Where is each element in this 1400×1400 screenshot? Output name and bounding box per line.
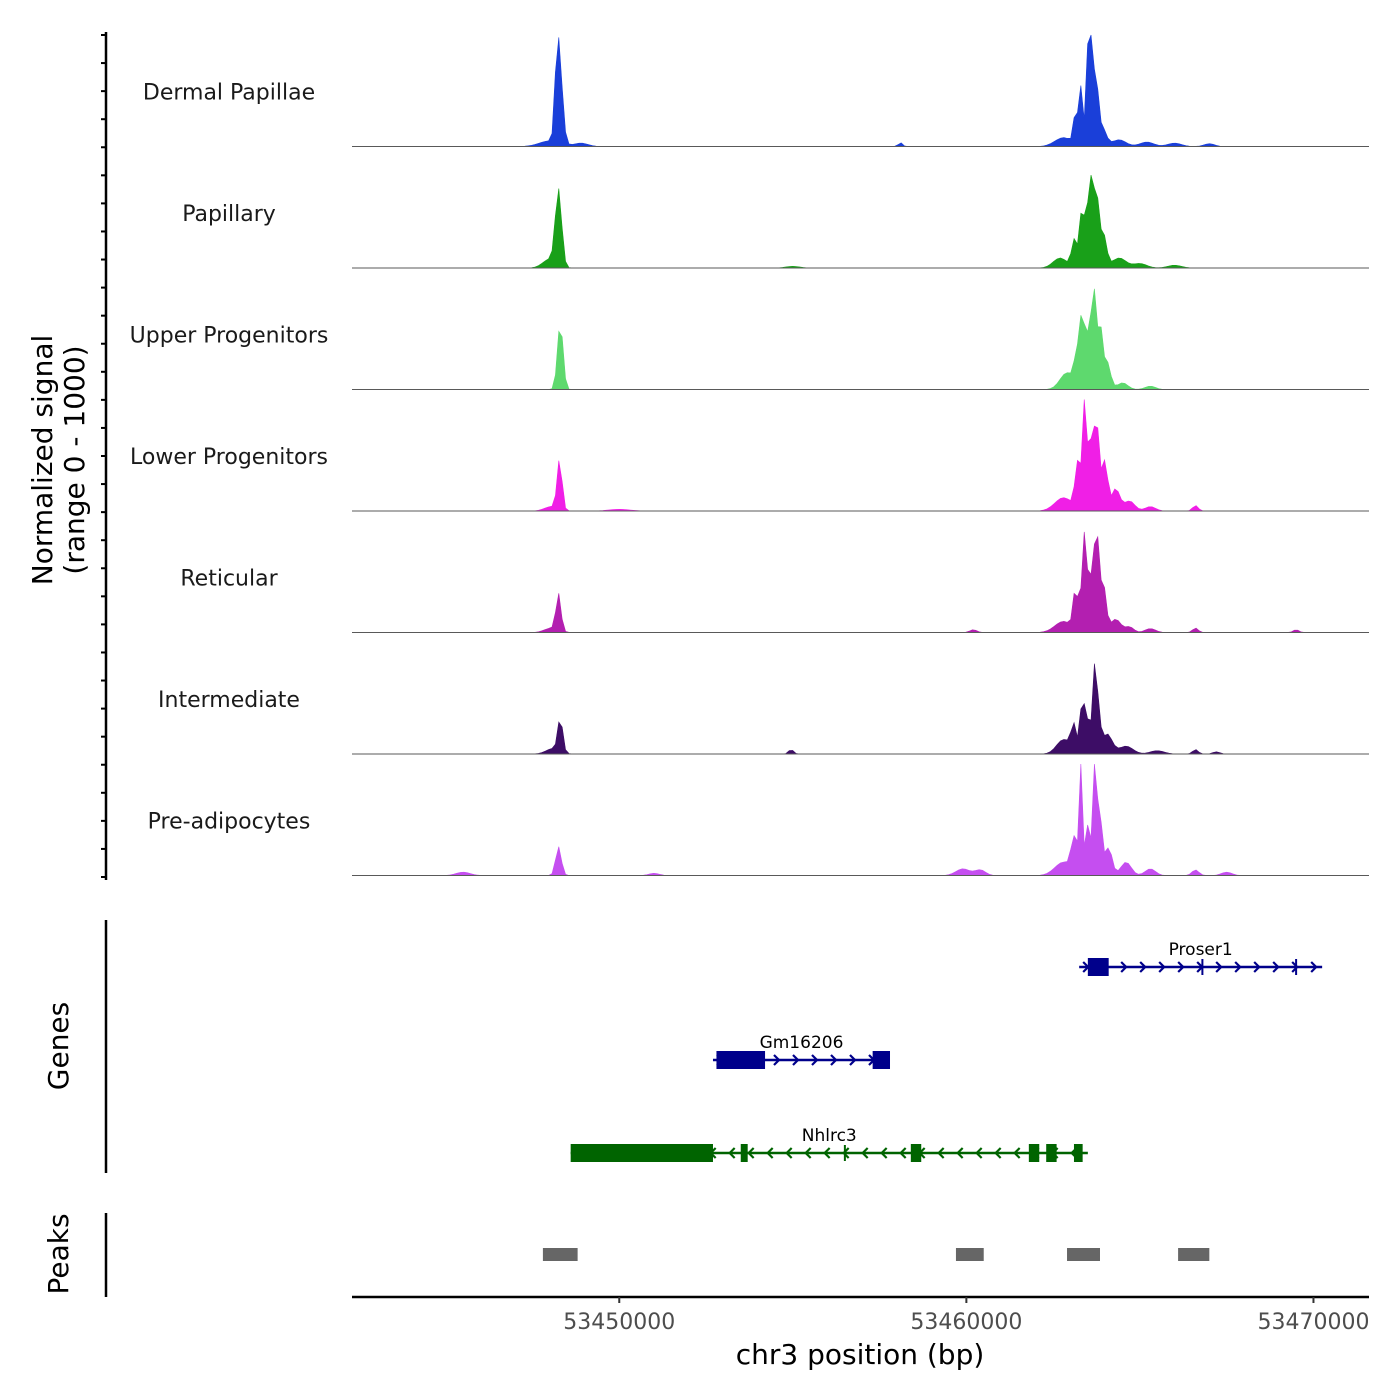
x-tick-label: 53450000 bbox=[563, 1310, 675, 1335]
strand-chevron bbox=[1158, 961, 1166, 973]
strand-chevron bbox=[1234, 961, 1242, 973]
coverage-area bbox=[352, 288, 1369, 390]
strand-chevron bbox=[1013, 1147, 1021, 1159]
strand-chevron bbox=[792, 1054, 800, 1066]
x-tick-label: 53470000 bbox=[1257, 1310, 1369, 1335]
gene-exon bbox=[1073, 1144, 1083, 1162]
signal-y-axis bbox=[101, 32, 108, 880]
gene-exon bbox=[716, 1051, 766, 1069]
gene-exon bbox=[740, 1144, 748, 1162]
strand-chevron bbox=[899, 1147, 907, 1159]
y-axis-title-line1: Normalized signal bbox=[26, 335, 59, 586]
strand-chevron bbox=[1215, 961, 1223, 973]
strand-chevron bbox=[1177, 961, 1185, 973]
coverage-area bbox=[352, 399, 1369, 512]
genes-axis-title: Genes bbox=[42, 1002, 75, 1090]
strand-chevron bbox=[766, 1147, 774, 1159]
peak-region-bar bbox=[1067, 1248, 1100, 1261]
x-axis-title: chr3 position (bp) bbox=[736, 1338, 985, 1371]
strand-chevron bbox=[1139, 961, 1147, 973]
track-label: Intermediate bbox=[158, 688, 300, 713]
x-axis-ticks: 53450000 53460000 53470000 bbox=[563, 1297, 1369, 1335]
strand-chevron bbox=[728, 1147, 736, 1159]
track-label: Upper Progenitors bbox=[130, 324, 329, 349]
strand-chevron bbox=[880, 1147, 888, 1159]
strand-chevron bbox=[861, 1147, 869, 1159]
coverage-area bbox=[352, 763, 1369, 876]
gene-label: Nhlrc3 bbox=[802, 1126, 857, 1146]
strand-chevron bbox=[830, 1054, 838, 1066]
strand-chevron bbox=[937, 1147, 945, 1159]
track-label: Papillary bbox=[182, 202, 276, 227]
strand-chevron bbox=[1272, 961, 1280, 973]
y-axis-title-line2: (range 0 - 1000) bbox=[58, 345, 91, 574]
gene-exon bbox=[1087, 958, 1109, 976]
strand-chevron bbox=[1291, 961, 1299, 973]
coverage-area bbox=[352, 34, 1369, 147]
peak-region-bar bbox=[542, 1248, 578, 1261]
strand-chevron bbox=[1310, 961, 1318, 973]
x-tick-label: 53460000 bbox=[910, 1310, 1022, 1335]
gene-exon bbox=[910, 1144, 922, 1162]
strand-chevron bbox=[849, 1054, 857, 1066]
peak-regions bbox=[542, 1248, 1210, 1261]
coverage-tracks bbox=[352, 34, 1369, 876]
strand-chevron bbox=[975, 1147, 983, 1159]
strand-chevron bbox=[747, 1147, 755, 1159]
strand-chevron bbox=[804, 1147, 812, 1159]
track-label: Pre-adipocytes bbox=[148, 810, 311, 835]
strand-chevron bbox=[811, 1054, 819, 1066]
strand-chevron bbox=[1253, 961, 1261, 973]
track-label: Dermal Papillae bbox=[143, 81, 315, 106]
strand-chevron bbox=[1120, 961, 1128, 973]
peaks-axis-title: Peaks bbox=[42, 1213, 75, 1294]
strand-chevron bbox=[785, 1147, 793, 1159]
gene-label: Gm16206 bbox=[760, 1033, 844, 1053]
peak-region-bar bbox=[1178, 1248, 1210, 1261]
strand-chevron bbox=[842, 1147, 850, 1159]
track-label: Lower Progenitors bbox=[130, 445, 328, 470]
gene-exon bbox=[1046, 1144, 1057, 1162]
strand-chevron bbox=[823, 1147, 831, 1159]
track-labels: Dermal Papillae Papillary Upper Progenitor… bbox=[130, 81, 329, 835]
coverage-area bbox=[352, 663, 1369, 755]
gene-exon bbox=[1028, 1144, 1040, 1162]
coverage-area bbox=[352, 531, 1369, 633]
strand-chevron bbox=[773, 1054, 781, 1066]
strand-chevron bbox=[994, 1147, 1002, 1159]
strand-chevron bbox=[956, 1147, 964, 1159]
gene-annotations: Proser1 Gm16206 Nhlrc3 bbox=[570, 940, 1323, 1162]
gene-label: Proser1 bbox=[1169, 940, 1233, 960]
peak-region-bar bbox=[955, 1248, 984, 1261]
gene-exon bbox=[872, 1051, 891, 1069]
coverage-area bbox=[352, 175, 1369, 269]
gene-exon bbox=[570, 1144, 713, 1162]
track-label: Reticular bbox=[180, 567, 278, 592]
